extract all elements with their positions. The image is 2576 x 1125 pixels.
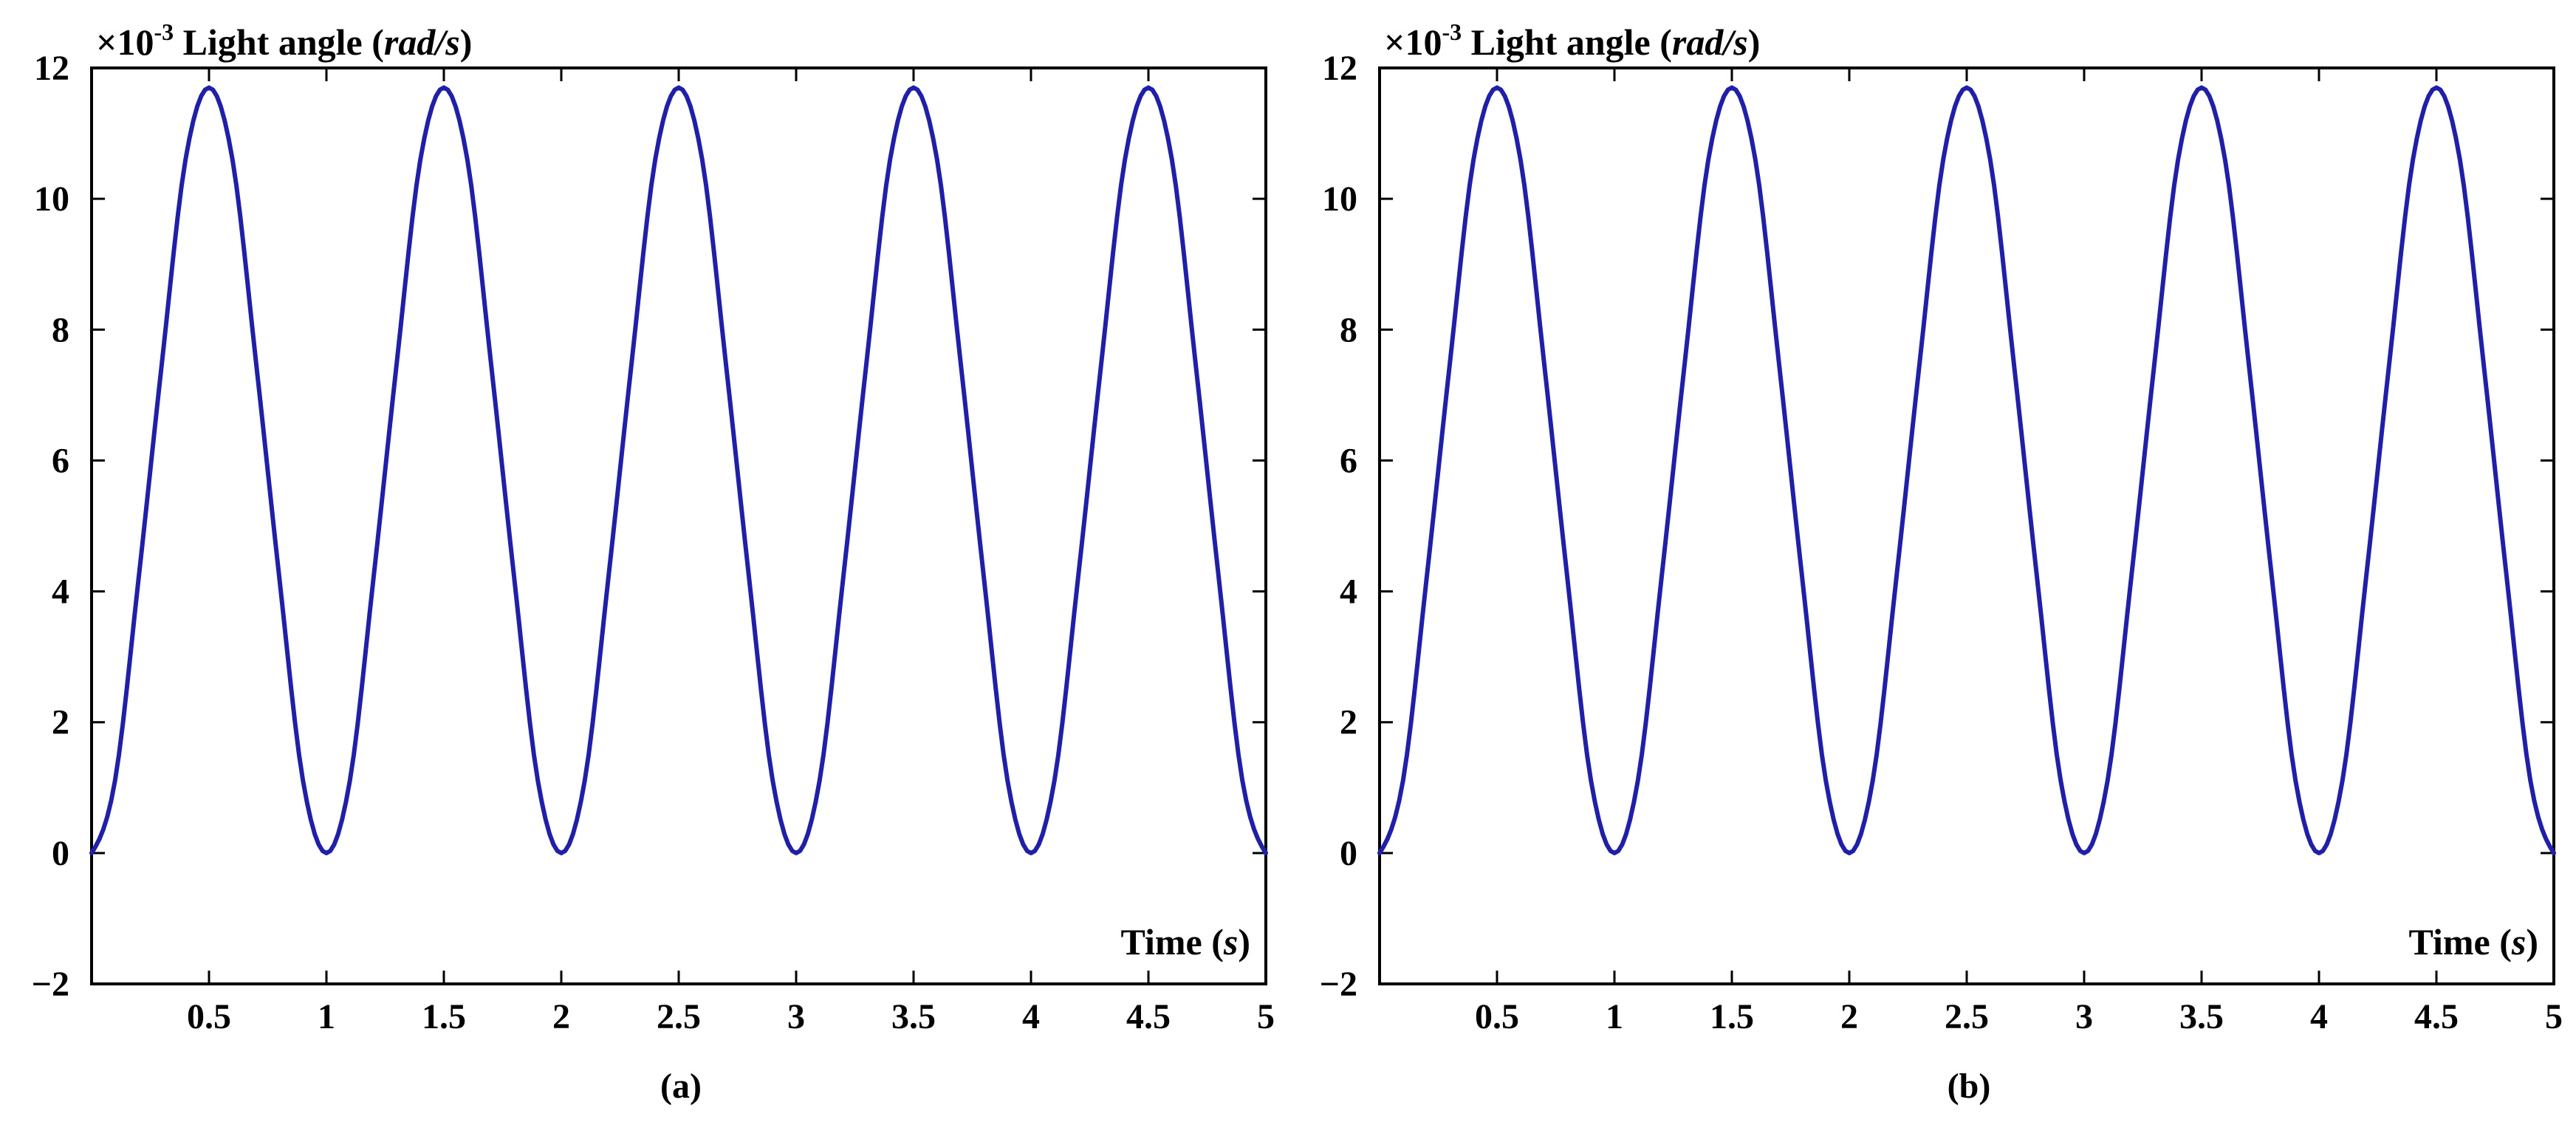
series-group [1377,85,2556,855]
y-tick-label: 0 [52,834,69,873]
x-tick-label: 4.5 [2414,997,2459,1036]
plot-frame [1378,66,2555,985]
y-axis-label-unit: rad/s [384,21,460,63]
y-tick-label: 2 [52,703,69,742]
chart-svg-b: −2 0 2 4 6 8 10 12 0.5 1 1.5 2 2.5 3 3.5 4 4.5 5 ×10-3 L… [1320,18,2563,1106]
x-tick-label: 4.5 [1126,997,1171,1036]
x-tick-label: 3 [787,997,805,1036]
y-tick-label: 8 [1340,310,1357,349]
y-axis-label: ×10-3 Light angle (rad/s) [96,18,472,63]
y-axis-label-close: ) [460,21,473,63]
panel-label: (a) [660,1067,702,1106]
x-axis-label-unit: s [1223,921,1238,962]
y-axis-label-prefix: ×10 [1384,21,1442,63]
x-tick-label: 0.5 [187,997,231,1036]
y-axis-label-exponent: -3 [1442,18,1462,45]
x-axis-label-close: ) [1238,921,1250,962]
x-tick-label: 2 [552,997,570,1036]
x-tick-label: 3.5 [2179,997,2224,1036]
x-tick-label: 3 [2075,997,2093,1036]
y-tick-label: 6 [52,441,69,480]
y-axis-label-unit: rad/s [1672,21,1748,63]
y-tick-label: 0 [1340,834,1357,873]
x-axis-label-close: ) [2526,921,2538,962]
x-tick-label: 5 [2545,997,2563,1036]
series-group [89,85,1268,855]
y-tick-label: 10 [34,179,69,219]
x-axis-label-text: Time ( [1121,921,1224,962]
plot-border [90,66,1267,985]
x-tick-label: 3.5 [891,997,936,1036]
x-tick-label: 1 [1606,997,1623,1036]
x-axis-label-unit: s [2511,921,2526,962]
y-axis-label-close: ) [1748,21,1761,63]
y-tick-label: 4 [52,572,69,612]
chart-panel-b: −2 0 2 4 6 8 10 12 0.5 1 1.5 2 2.5 3 3.5 4 4.5 5 ×10-3 L… [1288,0,2576,1125]
x-tick-label: 5 [1257,997,1275,1036]
y-axis-label-exponent: -3 [154,18,174,45]
x-tick-label: 1.5 [1710,997,1754,1036]
y-tick-label: 4 [1340,572,1357,612]
plot-border [1378,66,2555,985]
panel-label: (b) [1948,1067,1991,1106]
y-tick-label: 12 [1322,49,1357,88]
plot-frame [90,66,1267,985]
y-tick-label: −2 [32,965,69,1004]
y-axis-label: ×10-3 Light angle (rad/s) [1384,18,1760,63]
y-axis-label-text: Light angle ( [174,21,384,63]
y-tick-label: 12 [34,49,69,88]
y-tick-label: −2 [1320,965,1357,1004]
y-tick-label: 6 [1340,441,1357,480]
y-ticks: −2 0 2 4 6 8 10 12 [1320,49,2554,1004]
y-ticks: −2 0 2 4 6 8 10 12 [32,49,1266,1004]
x-tick-label: 1.5 [422,997,466,1036]
y-tick-label: 10 [1322,179,1357,219]
chart-svg-a: −2 0 2 4 6 8 10 12 0.5 1 1.5 2 2.5 3 3.5 4 4.5 5 ×10-3 L… [32,18,1275,1106]
chart-panel-a: −2 0 2 4 6 8 10 12 0.5 1 1.5 2 2.5 3 3.5 4 4.5 5 ×10-3 L… [32,18,1275,1106]
x-ticks: 0.5 1 1.5 2 2.5 3 3.5 4 4.5 5 [187,68,1275,1036]
x-ticks: 0.5 1 1.5 2 2.5 3 3.5 4 4.5 5 [1475,68,2563,1036]
x-tick-label: 2 [1840,997,1858,1036]
x-tick-label: 2.5 [1945,997,1989,1036]
x-tick-label: 0.5 [1475,997,1519,1036]
y-tick-label: 2 [1340,703,1357,742]
x-tick-label: 2.5 [657,997,701,1036]
x-tick-label: 1 [318,997,335,1036]
y-axis-label-prefix: ×10 [96,21,154,63]
y-axis-label-text: Light angle ( [1462,21,1672,63]
x-axis-label: Time (s) [2409,921,2538,962]
x-axis-label-text: Time ( [2409,921,2512,962]
x-tick-label: 4 [2310,997,2328,1036]
x-axis-label: Time (s) [1121,921,1250,962]
y-tick-label: 8 [52,310,69,349]
x-tick-label: 4 [1022,997,1040,1036]
series-line [89,85,1268,855]
series-line [1377,85,2556,855]
